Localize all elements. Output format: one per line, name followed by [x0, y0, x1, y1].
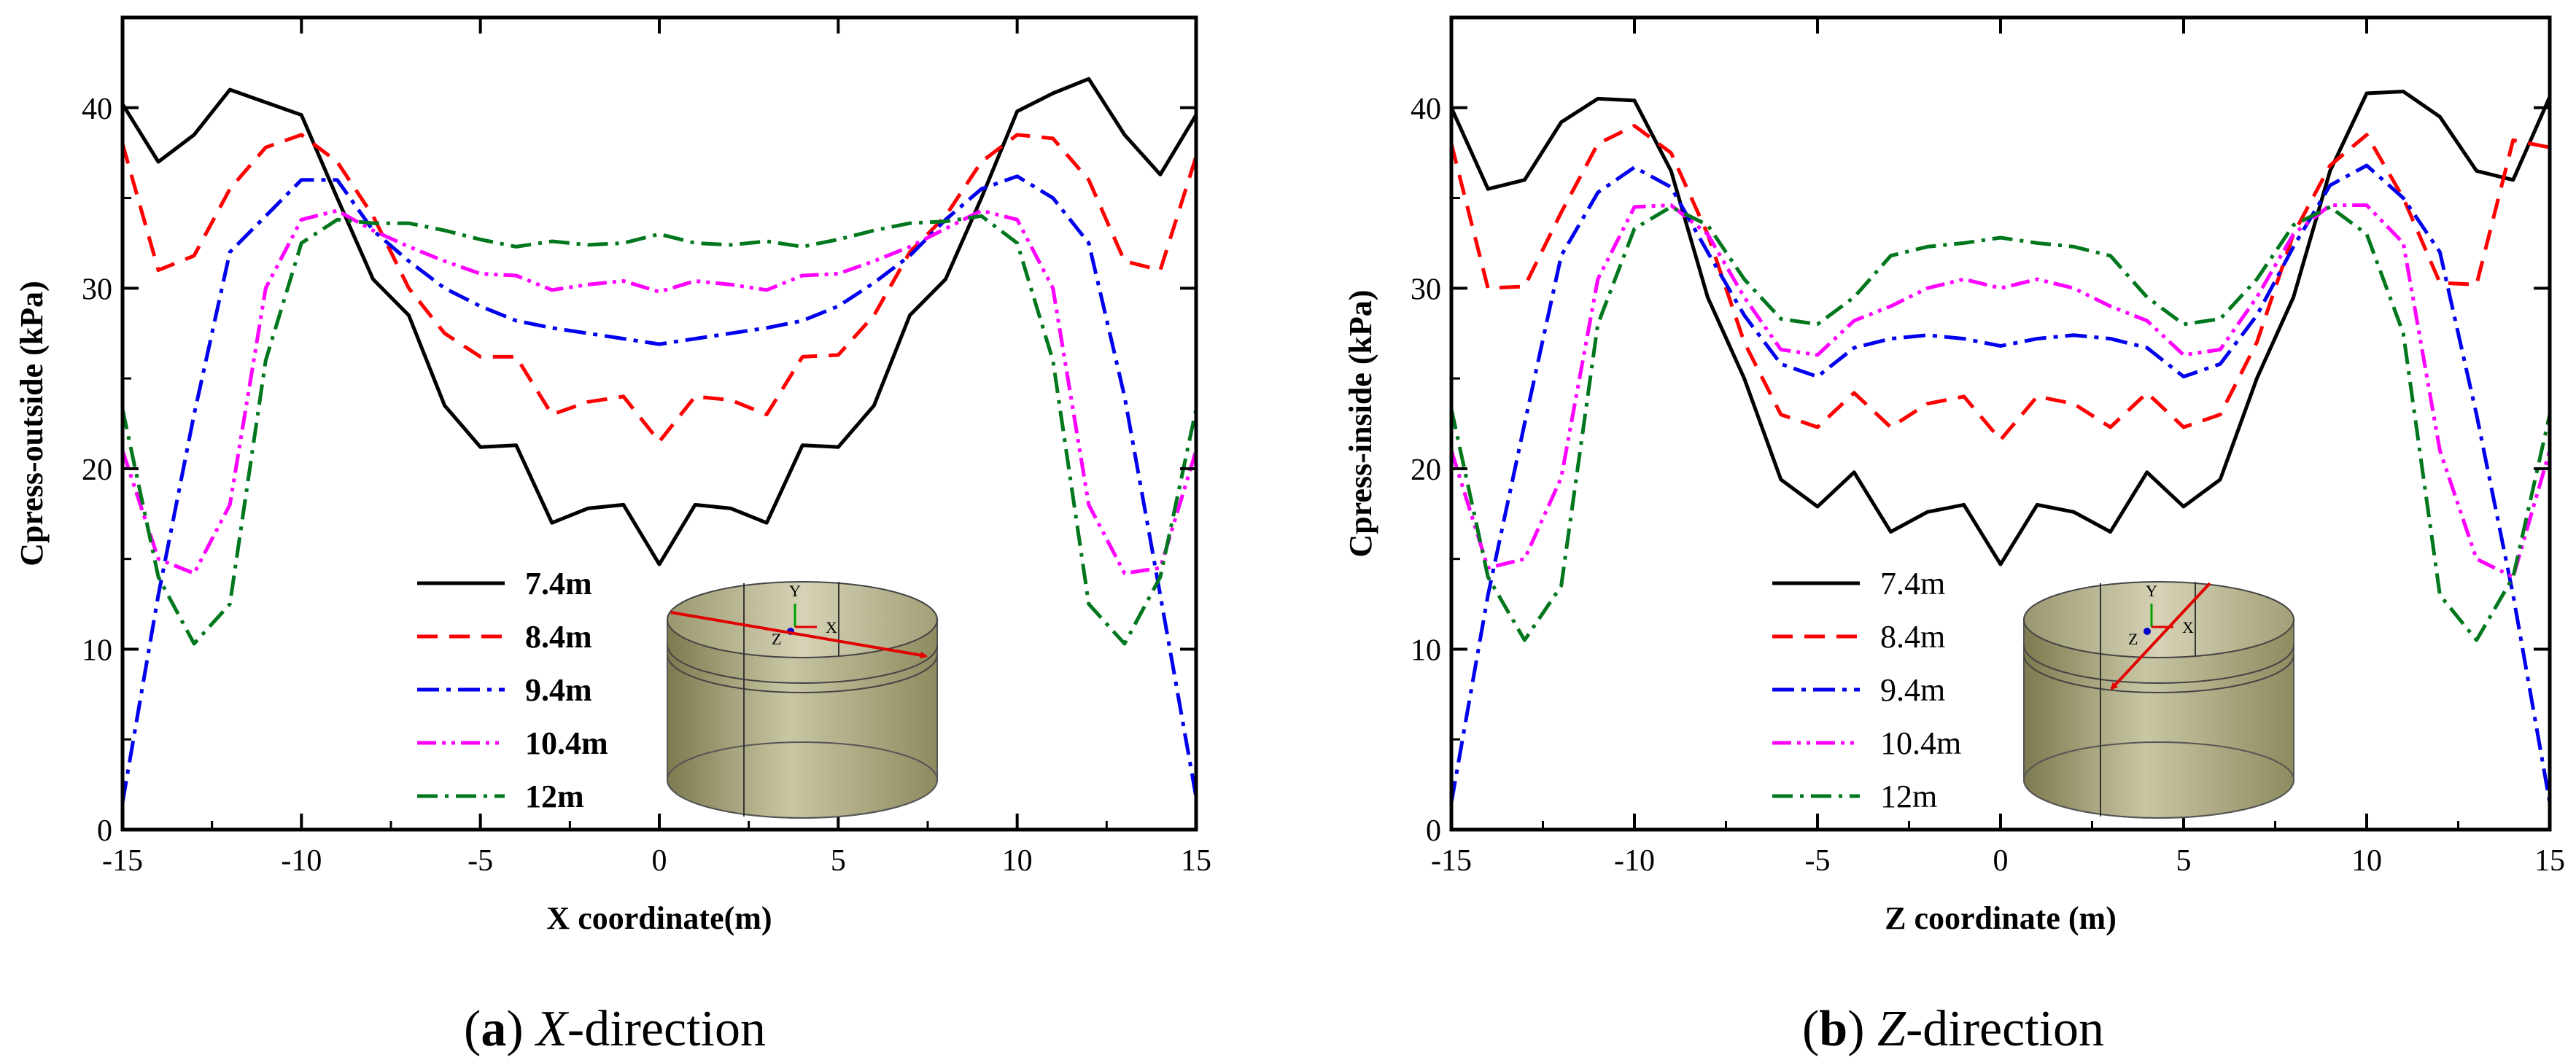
y-tick-label: 40: [1411, 93, 1441, 126]
tank-band-2: [667, 654, 938, 693]
series-line-7-4m: [1451, 90, 2550, 566]
tank-band: [667, 644, 938, 684]
y-axis-label: Cpress-inside (kPa): [1343, 289, 1378, 557]
legend-label: 8.4m: [1880, 619, 1945, 655]
inset-axis-y-label: Y: [789, 582, 801, 600]
tank-band-2: [2023, 654, 2294, 693]
x-axis-label: X coordinate(m): [546, 900, 772, 936]
tank-bottom-rim: [2023, 741, 2294, 819]
caption-a-letter: a: [481, 1001, 506, 1057]
x-axis-label: Z coordinate (m): [1885, 900, 2117, 936]
y-tick-label: 0: [97, 814, 112, 848]
direction-arrow: [670, 611, 928, 659]
series-line-8-4m: [123, 133, 1196, 444]
y-tick-label: 0: [1426, 814, 1441, 848]
inset-tank-illustration: Y Z X: [2023, 581, 2294, 819]
direction-arrow: [2110, 582, 2211, 690]
caption-b-axis: Z: [1877, 1001, 1906, 1057]
inset-axis-z-label: Z: [772, 630, 781, 648]
legend-label: 12m: [525, 779, 584, 814]
x-tick-label: 0: [1993, 844, 2009, 878]
x-tick-label: 15: [1181, 844, 1211, 878]
x-tick-label: 5: [831, 844, 846, 878]
x-tick-label: -15: [102, 844, 143, 878]
x-tick-label: 15: [2534, 844, 2565, 878]
x-tick-label: -10: [281, 844, 322, 878]
y-tick-label: 30: [82, 273, 112, 306]
caption-panel-a: (a) X-direction: [464, 1001, 766, 1057]
legend-label: 12m: [1880, 779, 1937, 814]
x-tick-label: 5: [2176, 844, 2192, 878]
series-line-8-4m: [1451, 124, 2550, 442]
chart-panel-a: -15 -10 -5 0 5 10 15 0 10 20 30 40 X coordinate(m) Cp…: [14, 15, 1211, 936]
series-line-9-4m: [123, 174, 1196, 803]
y-tick-label: 20: [82, 453, 112, 487]
inset-axis-y-label: Y: [2146, 582, 2157, 600]
x-tick-label: -15: [1431, 844, 1472, 878]
inset-axis-z-label: Z: [2128, 630, 2138, 648]
chart-panel-b: -15 -10 -5 0 5 10 15 0 10 20 30 40 Z coordinate (m) C…: [1343, 15, 2565, 936]
legend-label: 10.4m: [1880, 725, 1961, 761]
y-axis-label: Cpress-outside (kPa): [14, 281, 50, 566]
inset-axis-x-label: X: [2182, 618, 2194, 636]
tank-roof: [667, 581, 938, 658]
legend-label: 9.4m: [525, 672, 592, 708]
y-tick-label: 40: [82, 93, 112, 126]
y-tick-label: 20: [1411, 453, 1441, 487]
caption-b-letter: b: [1819, 1001, 1847, 1057]
legend-label: 9.4m: [1880, 672, 1945, 708]
legend-label: 7.4m: [1880, 566, 1945, 601]
x-tick-label: -10: [1614, 844, 1655, 878]
tank-bottom-rim: [667, 741, 938, 819]
series-line-9-4m: [1451, 163, 2550, 803]
inset-tank-illustration: Y Z X: [667, 581, 938, 819]
legend: 7.4m 8.4m 9.4m 10.4m 12m: [417, 566, 608, 814]
series-group: [1451, 90, 2550, 803]
caption-a-axis: X: [534, 1001, 570, 1057]
x-tick-label: 10: [2351, 844, 2382, 878]
series-line-10-4m: [123, 209, 1196, 575]
legend-label: 10.4m: [525, 725, 608, 761]
y-tick-label: 30: [1411, 273, 1441, 306]
caption-b-rest: -direction: [1906, 1001, 2104, 1057]
x-tick-label: 10: [1002, 844, 1033, 878]
legend: 7.4m 8.4m 9.4m 10.4m 12m: [1772, 566, 1961, 814]
plot-frame: [120, 15, 1198, 832]
y-tick-label: 10: [1411, 634, 1441, 667]
series-group: [123, 77, 1196, 803]
y-tick-label: 10: [82, 634, 112, 667]
caption-panel-b: (b) Z-direction: [1802, 1001, 2104, 1057]
tank-roof: [2023, 581, 2294, 658]
x-tick-label: -5: [1805, 844, 1831, 878]
z-axis-dot: [2144, 628, 2151, 635]
tank-band: [2023, 644, 2294, 684]
legend-label: 7.4m: [525, 566, 592, 601]
x-tick-label: 0: [652, 844, 667, 878]
series-line-10-4m: [1451, 203, 2550, 579]
legend-label: 8.4m: [525, 619, 592, 655]
inset-axis-x-label: X: [826, 618, 837, 636]
series-line-12m: [123, 214, 1196, 646]
plot-frame: [1449, 15, 2552, 832]
caption-a-rest: -direction: [567, 1001, 766, 1057]
x-tick-label: -5: [468, 844, 493, 878]
series-line-12m: [1451, 205, 2550, 642]
series-line-7-4m: [123, 77, 1196, 566]
